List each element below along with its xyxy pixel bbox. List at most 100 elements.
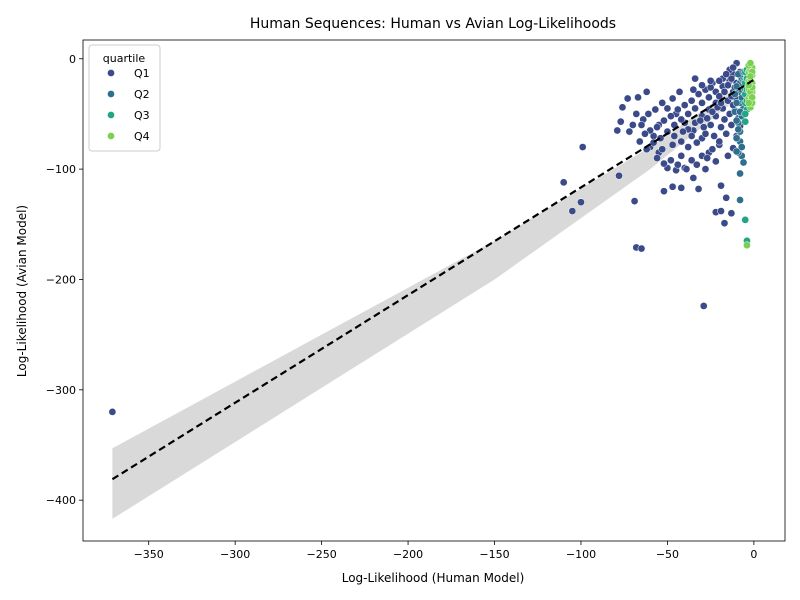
x-tick-label: −50 bbox=[656, 548, 679, 561]
data-point-q1 bbox=[684, 143, 693, 151]
data-point-q1 bbox=[717, 123, 725, 132]
data-point-q4 bbox=[744, 81, 753, 90]
y-axis-label: Log-Likelihood (Avian Model) bbox=[15, 205, 29, 377]
data-point-q1 bbox=[623, 94, 632, 103]
data-point-q1 bbox=[703, 154, 712, 162]
data-point-q1 bbox=[722, 129, 731, 138]
legend-label-q1: Q1 bbox=[134, 67, 150, 80]
data-point-q1 bbox=[673, 105, 682, 114]
data-point-q1 bbox=[679, 127, 687, 136]
data-point-q1 bbox=[568, 207, 577, 215]
legend: quartile Q1 Q2 Q3 Q4 bbox=[88, 44, 161, 152]
data-point-q1 bbox=[705, 93, 713, 102]
data-point-q1 bbox=[708, 107, 717, 116]
data-point-q1 bbox=[677, 137, 686, 146]
data-point-q1 bbox=[635, 137, 644, 146]
data-point-q1 bbox=[641, 129, 649, 138]
data-point-q2 bbox=[732, 99, 741, 107]
data-point-q1 bbox=[701, 129, 710, 138]
data-point-q1 bbox=[692, 138, 701, 147]
data-point-q1 bbox=[720, 115, 729, 124]
data-point-q4 bbox=[746, 72, 755, 81]
data-point-q1 bbox=[653, 154, 661, 162]
data-point-q1 bbox=[642, 88, 651, 96]
plot-frame bbox=[82, 39, 786, 542]
data-point-q1 bbox=[660, 116, 668, 125]
data-point-q1 bbox=[689, 85, 698, 94]
data-point-q1 bbox=[108, 408, 117, 416]
data-point-q1 bbox=[701, 165, 710, 173]
data-point-q2 bbox=[732, 116, 741, 125]
data-point-q1 bbox=[724, 152, 732, 160]
data-point-q1 bbox=[663, 104, 672, 113]
x-tick-label: −100 bbox=[566, 548, 596, 561]
data-point-q1 bbox=[691, 74, 699, 83]
x-axis-ticks: −350 −300 −250 −200 −150 −100 −50 0 bbox=[134, 541, 757, 561]
data-point-q1 bbox=[717, 181, 725, 190]
regression-line-group bbox=[111, 78, 755, 481]
confidence-band bbox=[112, 74, 754, 519]
data-point-q1 bbox=[692, 160, 701, 169]
data-point-q1 bbox=[667, 112, 675, 120]
data-point-q1 bbox=[677, 184, 686, 192]
data-point-q1 bbox=[577, 198, 585, 207]
confidence-band-area bbox=[112, 74, 754, 519]
data-point-q1 bbox=[703, 114, 712, 123]
legend-label-q2: Q2 bbox=[134, 88, 150, 101]
data-point-q4 bbox=[744, 99, 753, 107]
data-point-q4 bbox=[748, 93, 756, 102]
data-point-q1 bbox=[673, 160, 682, 169]
data-point-q1 bbox=[682, 165, 691, 173]
data-point-q1 bbox=[715, 137, 724, 146]
data-point-q1 bbox=[632, 110, 641, 118]
data-point-q1 bbox=[724, 81, 732, 90]
x-axis-label: Log-Likelihood (Human Model) bbox=[342, 571, 525, 585]
data-point-q1 bbox=[706, 76, 715, 85]
data-point-q4 bbox=[743, 241, 751, 250]
data-point-q2 bbox=[737, 143, 746, 151]
data-point-q1 bbox=[637, 121, 646, 129]
data-point-q1 bbox=[694, 185, 703, 193]
legend-label-q4: Q4 bbox=[134, 130, 150, 143]
legend-marker-q4 bbox=[107, 132, 115, 140]
data-point-q1 bbox=[615, 171, 623, 180]
data-point-q1 bbox=[727, 74, 736, 83]
data-point-q1 bbox=[729, 63, 737, 72]
data-point-q1 bbox=[668, 94, 677, 103]
data-point-q1 bbox=[696, 116, 705, 125]
data-point-q1 bbox=[699, 123, 708, 132]
legend-box bbox=[88, 44, 161, 152]
y-tick-label: −300 bbox=[46, 384, 76, 397]
data-point-q1 bbox=[637, 244, 646, 253]
data-point-q1 bbox=[677, 152, 686, 160]
data-point-q1 bbox=[722, 70, 731, 79]
x-tick-label: −150 bbox=[479, 548, 509, 561]
data-point-q1 bbox=[670, 132, 679, 140]
legend-label-q3: Q3 bbox=[134, 109, 150, 122]
data-point-q1 bbox=[687, 132, 696, 140]
data-point-q4 bbox=[746, 59, 755, 68]
data-point-q1 bbox=[653, 123, 661, 132]
data-point-q1 bbox=[658, 99, 667, 107]
data-point-q3 bbox=[741, 117, 750, 126]
y-axis-ticks: −400 −300 −200 −100 0 bbox=[46, 53, 83, 507]
data-point-q1 bbox=[634, 93, 642, 102]
x-tick-label: −350 bbox=[134, 548, 164, 561]
data-point-q1 bbox=[699, 302, 708, 310]
x-tick-label: −200 bbox=[393, 548, 423, 561]
legend-marker-q1 bbox=[107, 69, 115, 77]
data-point-q1 bbox=[668, 182, 677, 191]
data-point-q1 bbox=[706, 83, 715, 92]
data-point-q1 bbox=[630, 197, 639, 205]
data-point-q1 bbox=[668, 140, 677, 149]
legend-marker-q2 bbox=[107, 90, 115, 98]
data-point-q1 bbox=[727, 121, 736, 129]
data-point-q1 bbox=[651, 105, 660, 114]
data-point-q1 bbox=[698, 81, 706, 90]
data-point-q2 bbox=[732, 134, 741, 143]
data-point-q1 bbox=[680, 101, 689, 109]
x-tick-label: 0 bbox=[750, 548, 757, 561]
data-point-q1 bbox=[687, 156, 696, 165]
data-point-q1 bbox=[613, 126, 622, 135]
